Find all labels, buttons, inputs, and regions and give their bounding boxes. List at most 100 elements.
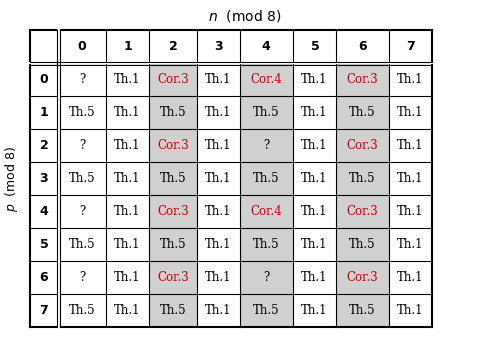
Text: $\mathbf{3}$: $\mathbf{3}$ <box>214 40 224 53</box>
Text: Th.1: Th.1 <box>397 304 424 317</box>
Text: Th.5: Th.5 <box>253 304 280 317</box>
Text: ?: ? <box>79 205 85 218</box>
Bar <box>240 162 293 195</box>
Text: Th.5: Th.5 <box>160 238 186 251</box>
Bar <box>106 129 149 162</box>
Bar <box>197 129 240 162</box>
Text: $\mathbf{6}$: $\mathbf{6}$ <box>39 271 49 284</box>
Bar <box>240 96 293 129</box>
Text: ?: ? <box>264 139 270 152</box>
Text: $\mathbf{0}$: $\mathbf{0}$ <box>77 40 87 53</box>
Bar <box>197 195 240 228</box>
Bar <box>197 30 240 63</box>
Bar <box>389 294 432 327</box>
Text: $\mathbf{5}$: $\mathbf{5}$ <box>39 238 49 251</box>
Text: Th.1: Th.1 <box>397 106 424 119</box>
Bar <box>240 63 293 96</box>
Text: Th.5: Th.5 <box>160 172 186 185</box>
Bar <box>58 96 106 129</box>
Bar <box>336 30 389 63</box>
Bar <box>197 228 240 261</box>
Text: Cor.3: Cor.3 <box>346 205 378 218</box>
Text: Th.5: Th.5 <box>349 106 376 119</box>
Bar <box>30 228 58 261</box>
Bar <box>293 294 336 327</box>
Bar <box>106 30 149 63</box>
Text: $\mathbf{1}$: $\mathbf{1}$ <box>122 40 132 53</box>
Bar <box>336 63 389 96</box>
Bar <box>389 30 432 63</box>
Bar <box>389 195 432 228</box>
Bar <box>58 294 106 327</box>
Bar <box>30 261 58 294</box>
Bar <box>197 96 240 129</box>
Bar <box>58 129 106 162</box>
Bar <box>389 261 432 294</box>
Bar <box>106 63 149 96</box>
Bar <box>197 294 240 327</box>
Bar <box>58 63 106 96</box>
Bar <box>389 129 432 162</box>
Text: Th.1: Th.1 <box>114 238 141 251</box>
Text: Th.5: Th.5 <box>253 172 280 185</box>
Bar <box>106 96 149 129</box>
Bar <box>240 294 293 327</box>
Text: $\mathbf{6}$: $\mathbf{6}$ <box>358 40 368 53</box>
Text: Th.5: Th.5 <box>68 304 96 317</box>
Bar <box>336 162 389 195</box>
Bar <box>336 129 389 162</box>
Text: Th.5: Th.5 <box>160 106 186 119</box>
Text: ?: ? <box>79 271 85 284</box>
Text: Th.1: Th.1 <box>301 205 328 218</box>
Bar <box>293 195 336 228</box>
Text: ?: ? <box>264 271 270 284</box>
Bar <box>149 30 197 63</box>
Bar <box>336 195 389 228</box>
Text: Th.1: Th.1 <box>397 271 424 284</box>
Text: Th.1: Th.1 <box>206 139 232 152</box>
Bar <box>149 96 197 129</box>
Text: $\mathbf{7}$: $\mathbf{7}$ <box>406 40 415 53</box>
Text: $\mathbf{2}$: $\mathbf{2}$ <box>39 139 49 152</box>
Bar <box>240 30 293 63</box>
Text: Th.1: Th.1 <box>206 304 232 317</box>
Bar <box>149 195 197 228</box>
Bar <box>58 30 106 63</box>
Text: Th.1: Th.1 <box>397 172 424 185</box>
Text: Th.1: Th.1 <box>301 172 328 185</box>
Bar <box>389 162 432 195</box>
Text: Th.1: Th.1 <box>301 238 328 251</box>
Text: $\mathbf{3}$: $\mathbf{3}$ <box>39 172 49 185</box>
Text: Cor.3: Cor.3 <box>346 139 378 152</box>
Text: Th.1: Th.1 <box>397 139 424 152</box>
Text: $\mathbf{1}$: $\mathbf{1}$ <box>39 106 49 119</box>
Text: Th.1: Th.1 <box>206 238 232 251</box>
Bar <box>149 129 197 162</box>
Text: $n$  (mod 8): $n$ (mod 8) <box>208 8 282 24</box>
Bar <box>240 129 293 162</box>
Bar <box>149 162 197 195</box>
Bar <box>58 228 106 261</box>
Bar <box>336 96 389 129</box>
Bar <box>58 195 106 228</box>
Bar <box>106 261 149 294</box>
Bar <box>30 63 58 96</box>
Text: Cor.3: Cor.3 <box>157 271 189 284</box>
Bar <box>149 63 197 96</box>
Bar <box>149 294 197 327</box>
Bar <box>30 162 58 195</box>
Text: Th.1: Th.1 <box>206 271 232 284</box>
Text: ?: ? <box>79 73 85 86</box>
Text: Th.5: Th.5 <box>349 304 376 317</box>
Bar <box>30 294 58 327</box>
Bar <box>149 261 197 294</box>
Bar <box>293 228 336 261</box>
Text: Th.1: Th.1 <box>301 271 328 284</box>
Bar <box>293 261 336 294</box>
Text: Th.5: Th.5 <box>68 172 96 185</box>
Bar <box>293 96 336 129</box>
Text: Th.1: Th.1 <box>206 106 232 119</box>
Bar <box>240 195 293 228</box>
Bar <box>30 195 58 228</box>
Text: Cor.3: Cor.3 <box>346 73 378 86</box>
